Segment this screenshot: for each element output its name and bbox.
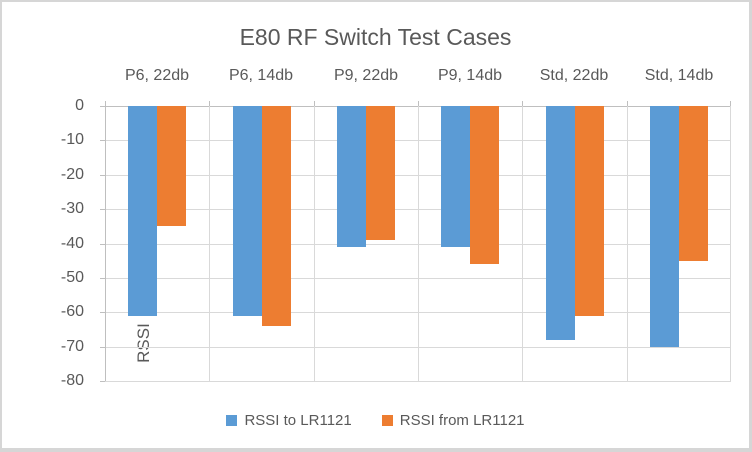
gridline-vertical	[627, 106, 628, 381]
y-tick-label: -70	[60, 338, 84, 355]
bar	[575, 106, 604, 316]
y-tick-mark	[100, 312, 105, 313]
y-tick-label: -30	[60, 200, 84, 217]
y-tick-label: -80	[60, 372, 84, 389]
category-label: Std, 22db	[539, 67, 609, 84]
y-tick-label: 0	[75, 97, 84, 114]
legend-label: RSSI from LR1121	[399, 412, 525, 429]
legend-item: RSSI to LR1121	[226, 412, 352, 429]
bar	[337, 106, 366, 247]
bar	[262, 106, 291, 326]
x-tick-mark	[730, 101, 731, 106]
legend: RSSI to LR1121 RSSI from LR1121	[2, 412, 749, 429]
x-tick-mark	[209, 101, 210, 106]
y-tick-label: -60	[60, 303, 84, 320]
category-label: P6, 22db	[124, 67, 190, 84]
y-tick-label: -20	[60, 166, 84, 183]
plot-area: RSSI	[100, 101, 731, 382]
gridline-vertical	[522, 106, 523, 381]
legend-item: RSSI from LR1121	[381, 412, 525, 429]
y-tick-label: -50	[60, 269, 84, 286]
gridline-vertical	[730, 106, 731, 381]
bar	[650, 106, 679, 347]
y-tick-label: -10	[60, 131, 84, 148]
y-tick-mark	[100, 347, 105, 348]
bar	[233, 106, 262, 316]
category-label: Std, 14db	[644, 67, 714, 84]
y-tick-label: -40	[60, 235, 84, 252]
gridline-horizontal	[105, 381, 731, 382]
legend-swatch-icon	[226, 415, 238, 426]
bar	[441, 106, 470, 247]
x-tick-mark	[105, 101, 106, 106]
y-tick-mark	[100, 140, 105, 141]
x-tick-mark	[522, 101, 523, 106]
bar	[679, 106, 708, 261]
x-tick-mark	[627, 101, 628, 106]
bar	[128, 106, 157, 316]
y-tick-mark	[100, 381, 105, 382]
y-tick-mark	[100, 209, 105, 210]
x-tick-mark	[418, 101, 419, 106]
bar	[470, 106, 499, 264]
legend-label: RSSI to LR1121	[244, 412, 352, 429]
gridline-vertical	[314, 106, 315, 381]
y-tick-mark	[100, 175, 105, 176]
bar	[546, 106, 575, 340]
legend-swatch-icon	[381, 415, 393, 426]
gridline-vertical	[209, 106, 210, 381]
x-tick-mark	[314, 101, 315, 106]
bar	[157, 106, 186, 226]
gridline-vertical	[105, 106, 106, 381]
bar	[366, 106, 395, 240]
y-tick-mark	[100, 244, 105, 245]
y-tick-mark	[100, 278, 105, 279]
category-label: P6, 14db	[228, 67, 294, 84]
y-tick-mark	[100, 106, 105, 107]
category-label: P9, 22db	[333, 67, 399, 84]
gridline-vertical	[418, 106, 419, 381]
chart-title: E80 RF Switch Test Cases	[239, 24, 512, 50]
category-label: P9, 14db	[437, 67, 503, 84]
